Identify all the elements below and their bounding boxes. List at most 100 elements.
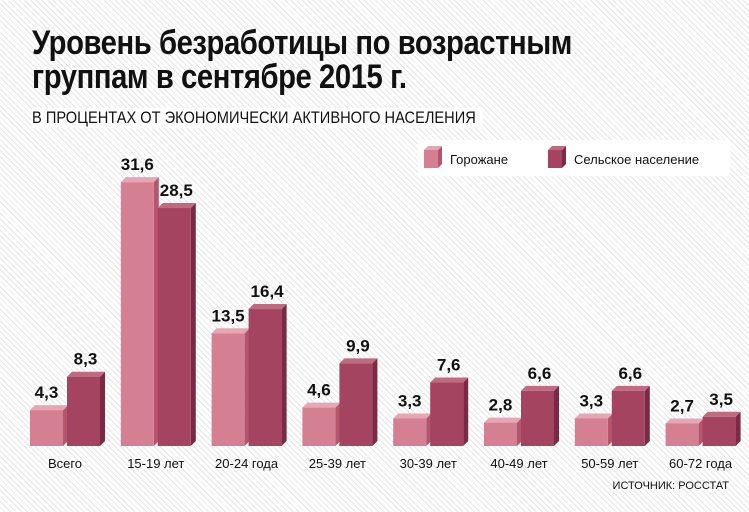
bar-urban-4-side bbox=[335, 402, 341, 446]
bar-rural-4-side bbox=[372, 358, 378, 446]
data-label-rural-8: 3,5 bbox=[709, 390, 733, 409]
tick-label-2: 15-19 лет bbox=[127, 456, 184, 471]
legend-item-urban: Горожане bbox=[424, 146, 508, 168]
data-label-rural-5: 7,6 bbox=[437, 356, 461, 375]
bar-urban-1-side bbox=[63, 405, 68, 446]
bar-rural-5 bbox=[430, 377, 469, 446]
bar-rural-5-front bbox=[430, 382, 464, 446]
bar-urban-1 bbox=[30, 405, 68, 446]
legend-item-rural-swatch bbox=[548, 150, 562, 168]
legend-backdrop bbox=[418, 140, 730, 176]
tick-label-6: 40-49 лет bbox=[490, 456, 547, 471]
bar-rural-3-side bbox=[281, 304, 287, 446]
bar-urban-6-front bbox=[484, 422, 517, 446]
bar-urban-1-top bbox=[30, 405, 68, 411]
bar-urban-8-top bbox=[665, 418, 704, 424]
bar-rural-7-side bbox=[644, 385, 650, 446]
bar-rural-6-side bbox=[554, 385, 559, 446]
data-label-rural-3: 16,4 bbox=[251, 282, 285, 301]
bar-urban-7-front bbox=[574, 418, 608, 446]
tick-label-1: Всего bbox=[48, 456, 82, 471]
bar-rural-7-front bbox=[611, 390, 645, 446]
bar-rural-4-top bbox=[339, 358, 378, 364]
bar-rural-1 bbox=[67, 371, 105, 446]
data-label-urban-4: 4,6 bbox=[307, 381, 331, 400]
bar-rural-6-front bbox=[521, 390, 554, 446]
data-label-urban-3: 13,5 bbox=[212, 306, 245, 325]
bar-urban-3 bbox=[211, 328, 250, 446]
bar-urban-4-top bbox=[302, 402, 341, 408]
tick-label-5: 30-39 лет bbox=[400, 456, 457, 471]
bar-rural-3-top bbox=[248, 304, 287, 310]
tick-label-8: 60-72 года bbox=[669, 456, 733, 471]
bar-urban-5-front bbox=[393, 418, 427, 446]
bar-urban-7 bbox=[574, 413, 613, 446]
bar-urban-2 bbox=[120, 177, 159, 446]
bar-rural-3 bbox=[248, 304, 287, 446]
bar-urban-7-top bbox=[574, 413, 613, 419]
data-label-urban-6: 2,8 bbox=[489, 396, 513, 415]
chart-title-line-2: группам в сентябре 2015 г. bbox=[32, 58, 407, 96]
bar-urban-4-front bbox=[302, 407, 336, 446]
bar-rural-1-front bbox=[67, 376, 100, 446]
data-label-rural-1: 8,3 bbox=[74, 350, 98, 369]
bar-rural-7 bbox=[611, 385, 650, 446]
data-label-rural-6: 6,6 bbox=[528, 364, 552, 383]
bar-urban-7-side bbox=[607, 413, 613, 446]
legend-item-rural: Сельское население bbox=[548, 146, 699, 168]
bar-rural-8-top bbox=[702, 411, 741, 417]
bar-urban-2-front bbox=[120, 182, 154, 446]
bar-rural-5-side bbox=[463, 377, 469, 446]
bar-rural-2-top bbox=[157, 203, 196, 209]
legend-item-rural-label: Сельское население bbox=[574, 152, 699, 167]
data-label-urban-1: 4,3 bbox=[35, 383, 59, 402]
bar-urban-8-side bbox=[698, 418, 704, 446]
chart-title: Уровень безработицы по возрастным группа… bbox=[32, 26, 617, 94]
tick-label-3: 20-24 года bbox=[215, 456, 279, 471]
legend-item-urban-swatch-top bbox=[424, 146, 442, 150]
bar-rural-5-top bbox=[430, 377, 469, 383]
data-label-urban-2: 31,6 bbox=[121, 155, 154, 174]
legend-item-rural-swatch-top bbox=[548, 146, 566, 150]
data-label-rural-2: 28,5 bbox=[160, 181, 193, 200]
bar-urban-4 bbox=[302, 402, 341, 446]
bar-rural-6 bbox=[521, 385, 559, 446]
bar-rural-2-side bbox=[190, 203, 196, 446]
chart-title-line-1: Уровень безработицы по возрастным bbox=[32, 24, 572, 62]
bar-rural-8 bbox=[702, 411, 741, 446]
tick-label-7: 50-59 лет bbox=[581, 456, 638, 471]
bar-urban-2-side bbox=[153, 177, 159, 446]
bar-urban-5-top bbox=[393, 413, 432, 419]
data-label-urban-7: 3,3 bbox=[579, 391, 603, 410]
bar-urban-3-side bbox=[244, 328, 250, 446]
bar-rural-2 bbox=[157, 203, 196, 446]
data-label-urban-8: 2,7 bbox=[670, 396, 694, 415]
legend-item-urban-swatch bbox=[424, 150, 438, 168]
legend-item-urban-swatch-side bbox=[438, 146, 442, 168]
chart-subtitle: В ПРОЦЕНТАХ ОТ ЭКОНОМИЧЕСКИ АКТИВНОГО НА… bbox=[32, 108, 483, 128]
bar-rural-1-top bbox=[67, 371, 105, 377]
bars-layer bbox=[30, 177, 741, 446]
bar-urban-6-side bbox=[517, 417, 522, 446]
tick-label-4: 25-39 лет bbox=[309, 456, 366, 471]
legend-item-rural-swatch-side bbox=[562, 146, 566, 168]
bar-rural-4 bbox=[339, 358, 378, 446]
bar-urban-8-front bbox=[665, 423, 699, 446]
source-note: ИСТОЧНИК: РОССТАТ bbox=[612, 480, 729, 492]
bar-urban-3-top bbox=[211, 328, 250, 334]
bar-rural-2-front bbox=[157, 208, 191, 446]
bar-urban-2-top bbox=[120, 177, 159, 183]
bar-rural-3-front bbox=[248, 309, 282, 446]
legend-item-urban-label: Горожане bbox=[450, 152, 508, 167]
labels-layer: 4,3 8,3 Всего 31,6 28,5 15-19 лет 13,5 16,4 20-2… bbox=[35, 155, 733, 471]
bar-rural-7-top bbox=[611, 385, 650, 391]
data-label-rural-4: 9,9 bbox=[346, 336, 370, 355]
bar-urban-1-front bbox=[30, 410, 63, 446]
data-label-rural-7: 6,6 bbox=[618, 364, 642, 383]
bar-rural-6-top bbox=[521, 385, 559, 391]
data-label-urban-5: 3,3 bbox=[398, 391, 422, 410]
bar-urban-6-top bbox=[484, 417, 522, 423]
bar-rural-4-front bbox=[339, 363, 373, 446]
